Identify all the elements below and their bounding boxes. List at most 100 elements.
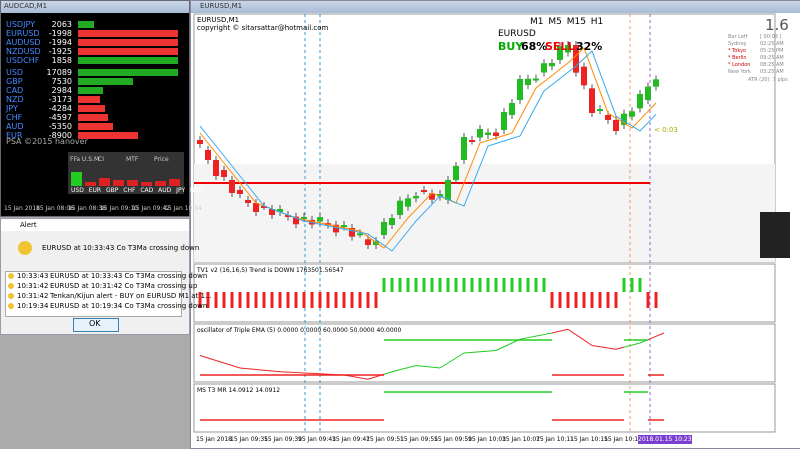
alert-text: EURUSD at 10:31:42 Co T3Ma crossing up — [50, 282, 197, 291]
panel — [194, 384, 775, 432]
currency-value: 7530 — [38, 77, 72, 86]
row-icon — [8, 273, 14, 279]
candle — [205, 150, 211, 160]
row-icon — [8, 293, 14, 299]
pair-name: USDCHF — [6, 56, 39, 65]
window-title: Alert — [20, 221, 37, 230]
time-label: 15 Jan 10:11 — [536, 435, 574, 444]
osc — [472, 352, 480, 353]
buy-label: BUY — [498, 42, 523, 51]
candle — [605, 115, 611, 120]
info-value: 08:25 AM — [760, 62, 784, 68]
timeframes: M1 M5 M15 H1 — [530, 18, 603, 27]
candle — [389, 218, 395, 225]
info-value: [ 00:03 ] — [760, 34, 782, 40]
panel — [194, 164, 775, 262]
pair-name: AUDUSD — [6, 38, 41, 47]
candle — [541, 63, 547, 72]
time-label: 15 Jan 09:39 — [264, 435, 302, 444]
time-label: 15 Jan 10:19 — [604, 435, 642, 444]
info-label: New York — [728, 69, 751, 75]
info-value: 02:25 AM — [760, 41, 784, 47]
currency-name: CAD — [6, 86, 23, 95]
copyright: PSA ©2015 hanover — [6, 137, 88, 146]
meter-labels: USD EUR GBP CHF CAD AUD JPY NZD — [71, 186, 203, 195]
time-label: 15 Jan 09:59 — [434, 435, 472, 444]
currency-name: NZD — [6, 95, 24, 104]
meter-header: FFa U.S.M — [70, 155, 99, 164]
alert-time: 10:19:34 — [17, 302, 48, 311]
currency-value: -4284 — [38, 104, 72, 113]
info-label: Bar Left — [728, 34, 748, 40]
info-label: Sydney — [728, 41, 747, 47]
candle — [629, 111, 635, 116]
candle — [637, 94, 643, 108]
candle — [613, 120, 619, 131]
time-label: 15 Jan 09:55 — [400, 435, 438, 444]
candle — [197, 140, 203, 144]
candle — [485, 133, 491, 136]
candle — [589, 88, 595, 113]
candle — [581, 67, 587, 86]
meter-bar — [99, 178, 110, 186]
candle — [445, 180, 451, 200]
info-value: 03:25 AM — [760, 69, 784, 75]
osc — [488, 351, 496, 352]
osc — [464, 352, 472, 353]
strength-bar — [78, 78, 133, 85]
candle — [381, 222, 387, 235]
copyright: copyright © sitarsattar@hotmail.com — [197, 24, 328, 33]
currency-name: AUD — [6, 122, 24, 131]
pair-value: 2063 — [38, 20, 72, 29]
time-label: 15 Jan 10:15 — [570, 435, 608, 444]
strength-bar — [78, 105, 105, 112]
pair-value: 1858 — [38, 56, 72, 65]
time-label: 15 Jan 10:14 — [164, 204, 202, 213]
pair-value: -1994 — [38, 38, 72, 47]
time-label: 15 Jan 09:35 — [230, 435, 268, 444]
pair-name: NZDUSD — [6, 47, 41, 56]
alert-text: EURUSD at 10:33:43 Co T3Ma crossing down — [50, 272, 207, 281]
strength-bar — [78, 69, 178, 76]
currency-value: -3173 — [38, 95, 72, 104]
strength-bar — [78, 30, 178, 37]
ok-label: OK — [89, 319, 101, 328]
candle — [501, 112, 507, 130]
time-label: 15 Jan 10:07 — [502, 435, 540, 444]
alert-text: Tenkan/Kijun alert - BUY on EURUSD M1 at… — [50, 292, 212, 301]
candle — [413, 196, 419, 198]
candle — [405, 198, 411, 206]
strength-bar — [78, 114, 108, 121]
info-label: * Tokyo — [728, 48, 746, 54]
time-label: 15 Jan 10:03 — [468, 435, 506, 444]
buy-pct: 68% — [521, 42, 547, 51]
candle — [461, 137, 467, 160]
candle — [397, 201, 403, 215]
time-label: 15 Jan 09:43 — [298, 435, 336, 444]
bar-timer: < 0:03 — [654, 126, 678, 135]
strength-bar — [78, 48, 178, 55]
info-label: * London — [728, 62, 750, 68]
currency-value: 2984 — [38, 86, 72, 95]
row-icon — [8, 283, 14, 289]
candle — [237, 190, 243, 194]
candle — [549, 63, 555, 66]
currency-value: -4597 — [38, 113, 72, 122]
info-label: * Berlin — [728, 55, 747, 61]
time-label: 2018.01.15 10:23 — [638, 435, 692, 444]
candle — [213, 160, 219, 176]
osc — [480, 351, 488, 352]
time-label: 15 Jan 09:47 — [332, 435, 370, 444]
pair-value: -1925 — [38, 47, 72, 56]
candle — [357, 233, 363, 235]
indicator-label: oscillator of Triple EMA (5) 0.0000 0.00… — [197, 326, 401, 335]
currency-value: -5350 — [38, 122, 72, 131]
window-title: EURUSD,M1 — [200, 2, 242, 11]
alert-message: EURUSD at 10:33:43 Co T3Ma crossing down — [42, 244, 199, 253]
candle — [477, 129, 483, 138]
currency-value: 17089 — [38, 68, 72, 77]
candle — [517, 79, 523, 100]
mini-meter — [760, 212, 790, 258]
meter-header: CI — [98, 155, 104, 164]
